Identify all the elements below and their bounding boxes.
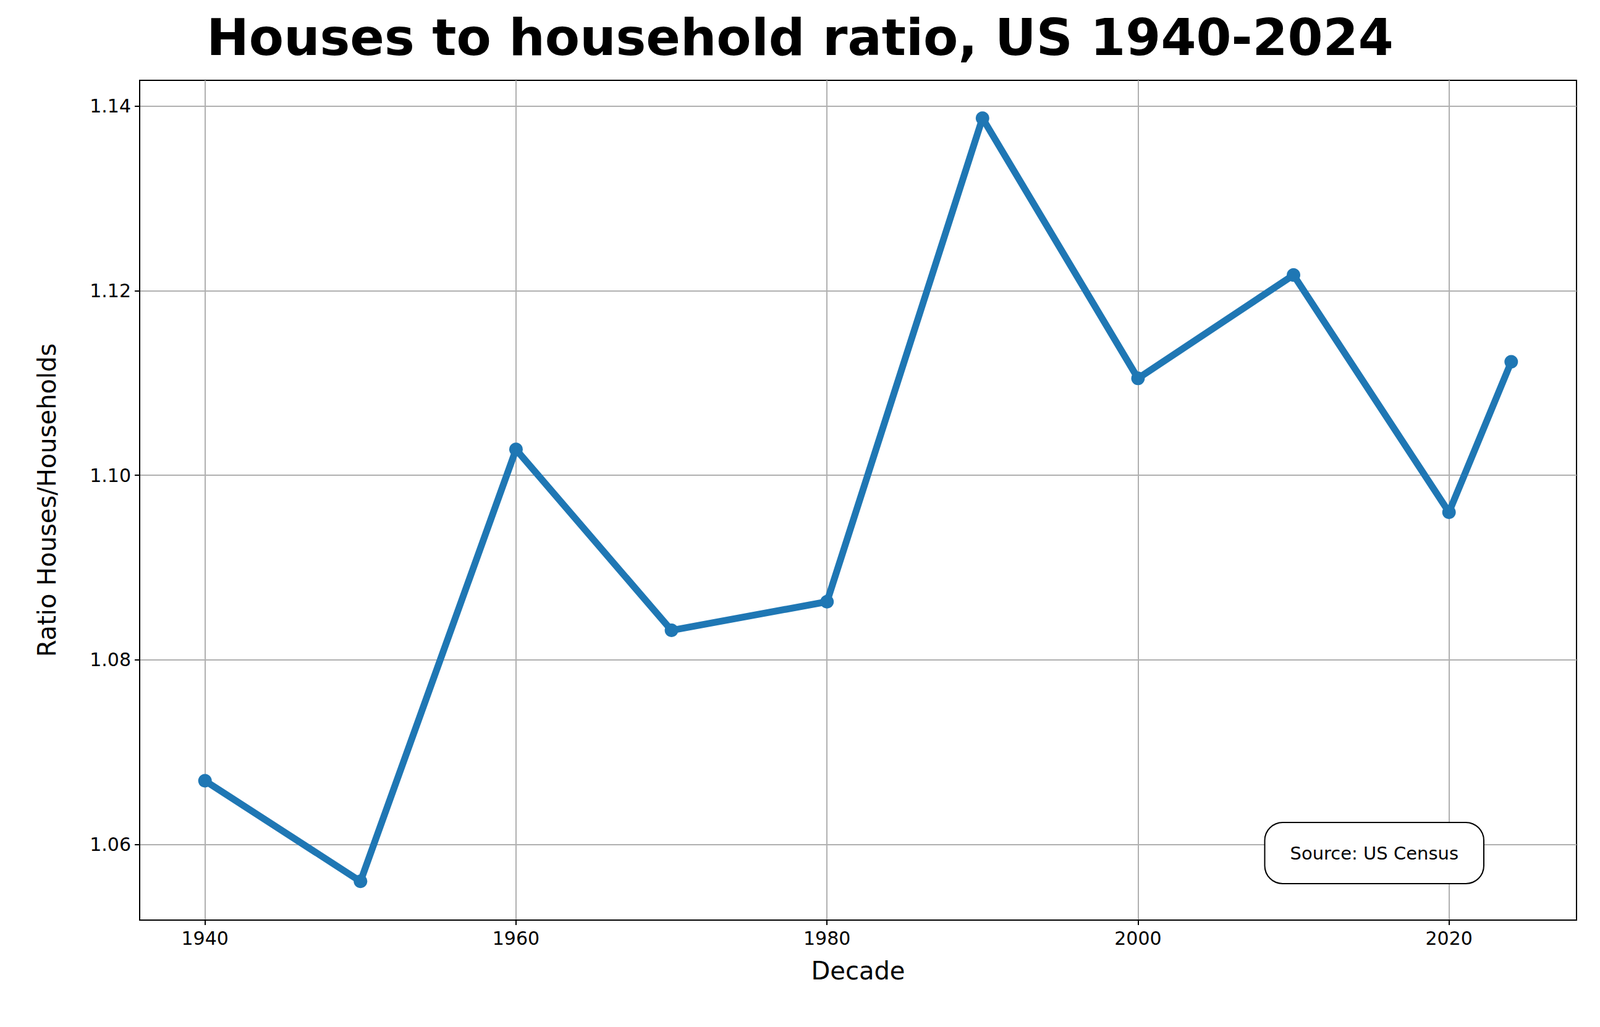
svg-text:1980: 1980	[803, 927, 851, 950]
svg-text:Ratio Houses/Households: Ratio Houses/Households	[32, 343, 62, 658]
svg-text:Decade: Decade	[811, 956, 906, 986]
svg-text:2000: 2000	[1114, 927, 1162, 950]
svg-text:1940: 1940	[181, 927, 229, 950]
svg-text:1.10: 1.10	[89, 464, 132, 487]
svg-text:1.12: 1.12	[89, 279, 132, 302]
svg-text:Houses to household ratio, US: Houses to household ratio, US 1940-2024	[206, 8, 1394, 67]
svg-text:1.06: 1.06	[89, 833, 132, 856]
svg-text:Source: US Census: Source: US Census	[1289, 842, 1459, 864]
svg-text:2020: 2020	[1425, 927, 1473, 950]
svg-text:1.08: 1.08	[89, 648, 132, 671]
svg-text:1960: 1960	[492, 927, 540, 950]
svg-text:1.14: 1.14	[89, 95, 132, 117]
